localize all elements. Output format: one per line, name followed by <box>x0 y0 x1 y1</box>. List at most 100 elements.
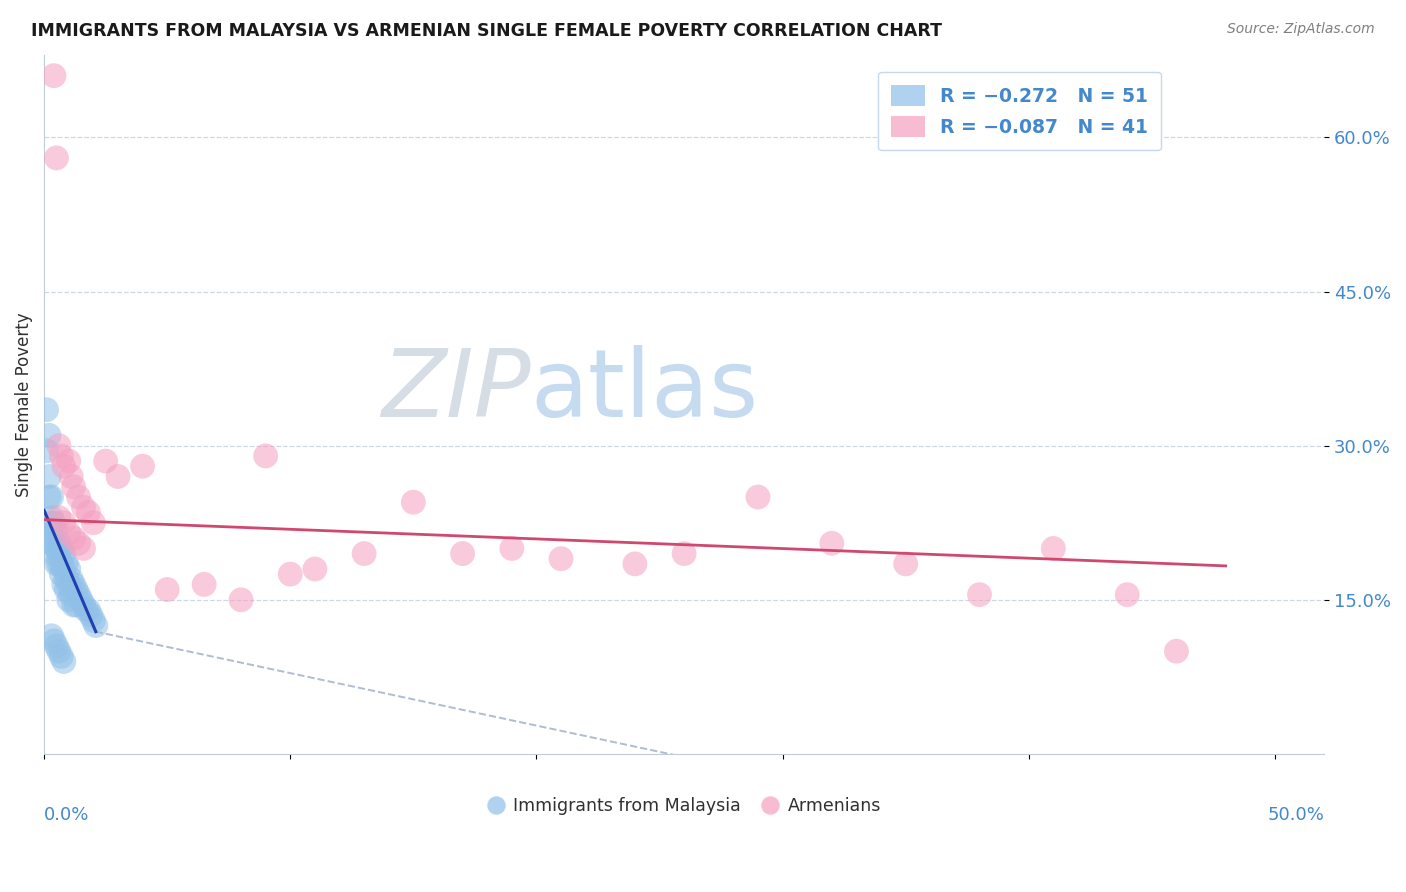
Point <box>42 547 65 561</box>
Point <box>229 592 252 607</box>
Point <box>38 469 60 483</box>
Point <box>65 582 87 597</box>
Point <box>624 557 647 571</box>
Point <box>55 572 77 586</box>
Point <box>42 516 65 530</box>
Point <box>94 454 117 468</box>
Point <box>52 516 75 530</box>
Point <box>45 526 67 541</box>
Point <box>402 495 425 509</box>
Point <box>969 588 991 602</box>
Point <box>52 547 75 561</box>
Point <box>48 644 70 658</box>
Point <box>747 490 769 504</box>
Point <box>58 454 80 468</box>
Point <box>82 516 104 530</box>
Point <box>48 557 70 571</box>
Point <box>60 572 83 586</box>
Point <box>82 613 104 627</box>
Point <box>451 547 474 561</box>
Point <box>38 428 60 442</box>
Point <box>1166 644 1188 658</box>
Point <box>51 449 73 463</box>
Point <box>67 490 90 504</box>
Point <box>48 547 70 561</box>
Point <box>58 562 80 576</box>
Point <box>673 547 696 561</box>
Point <box>58 577 80 591</box>
Point <box>35 402 58 417</box>
Point <box>51 567 73 582</box>
Point <box>62 577 84 591</box>
Point <box>65 598 87 612</box>
Y-axis label: Single Female Poverty: Single Female Poverty <box>15 312 32 497</box>
Point <box>41 629 63 643</box>
Point <box>80 608 103 623</box>
Point <box>45 557 67 571</box>
Point <box>77 506 100 520</box>
Point <box>41 510 63 524</box>
Point <box>353 547 375 561</box>
Point <box>304 562 326 576</box>
Point <box>51 649 73 664</box>
Point <box>48 536 70 550</box>
Point <box>58 592 80 607</box>
Point <box>41 536 63 550</box>
Point <box>67 536 90 550</box>
Text: IMMIGRANTS FROM MALAYSIA VS ARMENIAN SINGLE FEMALE POVERTY CORRELATION CHART: IMMIGRANTS FROM MALAYSIA VS ARMENIAN SIN… <box>31 22 942 40</box>
Point <box>60 469 83 483</box>
Point <box>42 536 65 550</box>
Point <box>72 598 94 612</box>
Point <box>62 531 84 545</box>
Text: atlas: atlas <box>530 344 759 436</box>
Point <box>1116 588 1139 602</box>
Point <box>52 562 75 576</box>
Point <box>55 557 77 571</box>
Point <box>48 439 70 453</box>
Point <box>278 567 301 582</box>
Point <box>51 541 73 556</box>
Point <box>52 655 75 669</box>
Point <box>72 541 94 556</box>
Point <box>42 634 65 648</box>
Point <box>45 151 67 165</box>
Point <box>550 551 572 566</box>
Point <box>52 577 75 591</box>
Text: ZIP: ZIP <box>381 345 530 436</box>
Point <box>821 536 844 550</box>
Point <box>38 490 60 504</box>
Point <box>48 510 70 524</box>
Point <box>38 516 60 530</box>
Point <box>35 443 58 458</box>
Point <box>62 598 84 612</box>
Point <box>42 69 65 83</box>
Point <box>193 577 215 591</box>
Legend: Immigrants from Malaysia, Armenians: Immigrants from Malaysia, Armenians <box>481 790 889 822</box>
Point <box>55 582 77 597</box>
Point <box>894 557 917 571</box>
Point <box>67 588 90 602</box>
Text: 0.0%: 0.0% <box>44 806 90 824</box>
Point <box>501 541 523 556</box>
Point <box>131 459 153 474</box>
Point <box>51 557 73 571</box>
Point <box>72 500 94 515</box>
Point <box>41 526 63 541</box>
Point <box>156 582 179 597</box>
Point <box>75 603 97 617</box>
Point <box>107 469 129 483</box>
Point <box>45 541 67 556</box>
Point <box>62 480 84 494</box>
Point <box>70 592 93 607</box>
Point <box>58 526 80 541</box>
Point <box>41 490 63 504</box>
Point <box>1042 541 1064 556</box>
Text: Source: ZipAtlas.com: Source: ZipAtlas.com <box>1227 22 1375 37</box>
Text: 50.0%: 50.0% <box>1267 806 1324 824</box>
Point <box>84 618 107 632</box>
Point <box>77 603 100 617</box>
Point <box>45 639 67 653</box>
Point <box>254 449 277 463</box>
Point <box>60 588 83 602</box>
Point <box>52 459 75 474</box>
